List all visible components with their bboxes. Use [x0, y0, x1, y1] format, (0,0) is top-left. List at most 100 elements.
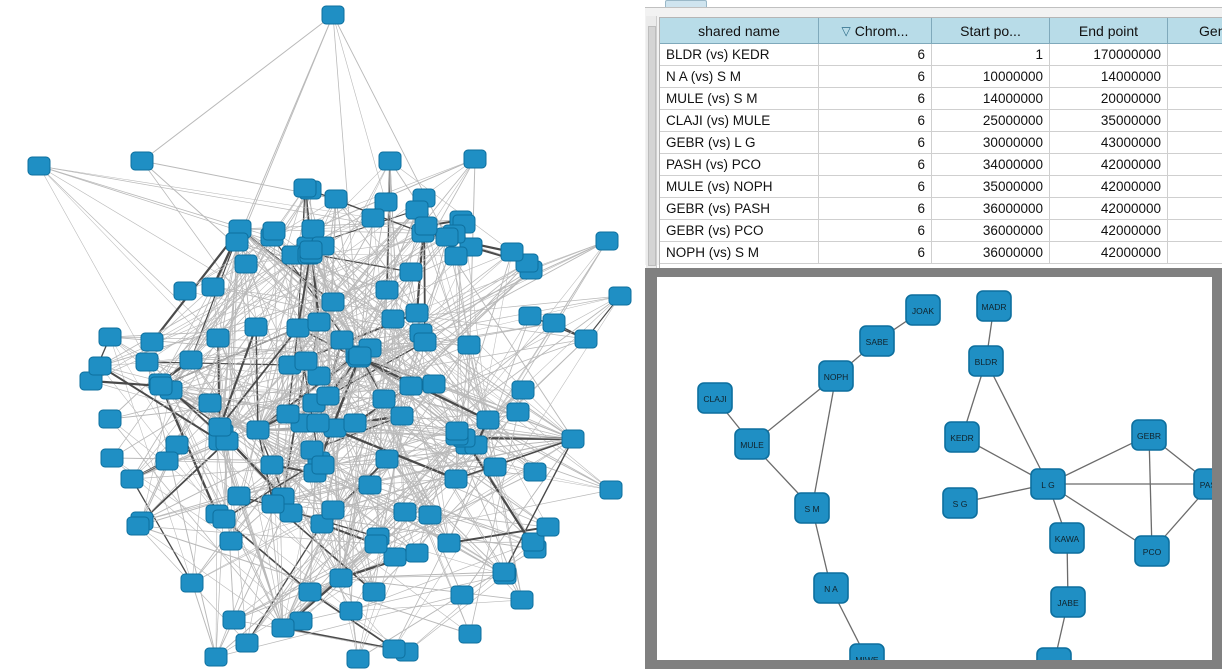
main-network-node-shape[interactable]: [276, 404, 300, 424]
main-network-edge[interactable]: [377, 489, 612, 538]
main-network-node[interactable]: [382, 639, 406, 659]
main-network-node-shape[interactable]: [321, 5, 345, 25]
table-cell-start_point[interactable]: 36000000: [931, 219, 1050, 242]
main-network-node-shape[interactable]: [306, 413, 330, 433]
column-header-end-point[interactable]: End point: [1049, 18, 1168, 44]
main-network-node-shape[interactable]: [98, 409, 122, 429]
main-network-node[interactable]: [521, 532, 545, 552]
main-network-node[interactable]: [413, 332, 437, 352]
main-network-node-shape[interactable]: [511, 380, 535, 400]
main-network-node[interactable]: [348, 346, 372, 366]
main-network-edge[interactable]: [111, 457, 320, 462]
main-network-node-shape[interactable]: [378, 151, 402, 171]
subnetwork-node[interactable]: S G: [942, 487, 978, 519]
main-network-node[interactable]: [321, 292, 345, 312]
main-network-edge[interactable]: [416, 251, 513, 554]
main-network-node[interactable]: [307, 366, 331, 386]
main-network-node[interactable]: [155, 451, 179, 471]
subnetwork-node-shape[interactable]: [1050, 586, 1086, 618]
main-network-node-shape[interactable]: [510, 590, 534, 610]
main-network-edge[interactable]: [38, 165, 161, 384]
main-network-edge[interactable]: [392, 318, 450, 544]
main-network-node-shape[interactable]: [149, 376, 173, 396]
main-network-edge[interactable]: [272, 438, 574, 505]
main-network-node-shape[interactable]: [390, 406, 414, 426]
main-network-edge[interactable]: [109, 336, 470, 346]
subnetwork-node-shape[interactable]: [1134, 535, 1170, 567]
subnetwork-node-shape[interactable]: [1131, 419, 1167, 451]
main-network-node-shape[interactable]: [261, 494, 285, 514]
main-network-node-shape[interactable]: [444, 469, 468, 489]
main-network-edge[interactable]: [230, 355, 361, 542]
main-network-node-shape[interactable]: [206, 328, 230, 348]
main-network-edge[interactable]: [448, 526, 549, 544]
main-network-node-shape[interactable]: [234, 254, 258, 274]
subnetwork-node[interactable]: KAWA: [1049, 522, 1085, 554]
main-network-node-shape[interactable]: [542, 313, 566, 333]
main-network-node[interactable]: [422, 374, 446, 394]
subnetwork-node-shape[interactable]: [794, 492, 830, 524]
main-network-edge[interactable]: [233, 619, 408, 653]
main-network-node-shape[interactable]: [362, 582, 386, 602]
main-network-node[interactable]: [358, 475, 382, 495]
main-network-node[interactable]: [500, 242, 524, 262]
main-network-node[interactable]: [536, 517, 560, 537]
main-network-node[interactable]: [311, 455, 335, 475]
main-network-node-shape[interactable]: [222, 610, 246, 630]
main-network-node-shape[interactable]: [393, 502, 417, 522]
main-network-edge[interactable]: [446, 236, 489, 421]
main-network-node-shape[interactable]: [375, 449, 399, 469]
main-network-edge[interactable]: [406, 574, 506, 653]
table-cell-chromosome[interactable]: 6: [818, 65, 932, 88]
main-network-edge[interactable]: [282, 312, 418, 629]
main-network-node-shape[interactable]: [135, 352, 159, 372]
main-network-edge[interactable]: [99, 365, 324, 466]
main-network-node[interactable]: [324, 189, 348, 209]
main-network-node[interactable]: [149, 376, 173, 396]
main-network-node-shape[interactable]: [372, 389, 396, 409]
main-network-edge[interactable]: [230, 438, 574, 542]
main-network-edge[interactable]: [239, 228, 458, 432]
main-network-node-shape[interactable]: [307, 366, 331, 386]
main-network-edge[interactable]: [393, 389, 524, 650]
main-network-node[interactable]: [374, 192, 398, 212]
subnetwork-node[interactable]: N A: [813, 572, 849, 604]
main-network-node-shape[interactable]: [98, 327, 122, 347]
main-network-edge[interactable]: [372, 217, 406, 513]
main-network-node[interactable]: [483, 457, 507, 477]
main-network-node-shape[interactable]: [330, 330, 354, 350]
table-cell-genetic[interactable]: 16.9: [1167, 131, 1222, 154]
main-network-edge[interactable]: [487, 295, 621, 421]
main-network-node-shape[interactable]: [140, 332, 164, 352]
main-network-node[interactable]: [383, 547, 407, 567]
main-network-node[interactable]: [294, 351, 318, 371]
main-network-node-shape[interactable]: [418, 505, 442, 525]
main-network-node-shape[interactable]: [399, 262, 423, 282]
subnetwork-node[interactable]: NOPH: [818, 360, 854, 392]
main-network-node[interactable]: [173, 281, 197, 301]
main-network-node-shape[interactable]: [339, 601, 363, 621]
table-cell-start_point[interactable]: 36000000: [931, 197, 1050, 220]
main-network-node[interactable]: [244, 317, 268, 337]
main-network-node-shape[interactable]: [399, 376, 423, 396]
table-row[interactable]: GEBR (vs) PASH636000000420000008.9: [660, 197, 1222, 220]
main-network-edge[interactable]: [356, 322, 555, 356]
main-network-node-shape[interactable]: [358, 475, 382, 495]
subnetwork-node[interactable]: MADR: [976, 290, 1012, 322]
main-network-node-shape[interactable]: [450, 585, 474, 605]
main-network-node[interactable]: [372, 389, 396, 409]
main-network-edge[interactable]: [340, 478, 457, 579]
main-network-node[interactable]: [608, 286, 632, 306]
main-network-node[interactable]: [321, 5, 345, 25]
main-network-edge[interactable]: [233, 514, 431, 621]
column-header-start-point[interactable]: Start po...: [931, 18, 1050, 44]
main-network-edge[interactable]: [109, 418, 284, 629]
main-network-node-shape[interactable]: [219, 531, 243, 551]
subnetwork-node[interactable]: PASH: [1193, 468, 1212, 500]
main-network-node[interactable]: [390, 406, 414, 426]
main-network-node-shape[interactable]: [311, 455, 335, 475]
main-network-node[interactable]: [246, 420, 270, 440]
main-network-edge[interactable]: [111, 457, 302, 622]
table-cell-genetic[interactable]: 10.5: [1167, 175, 1222, 198]
